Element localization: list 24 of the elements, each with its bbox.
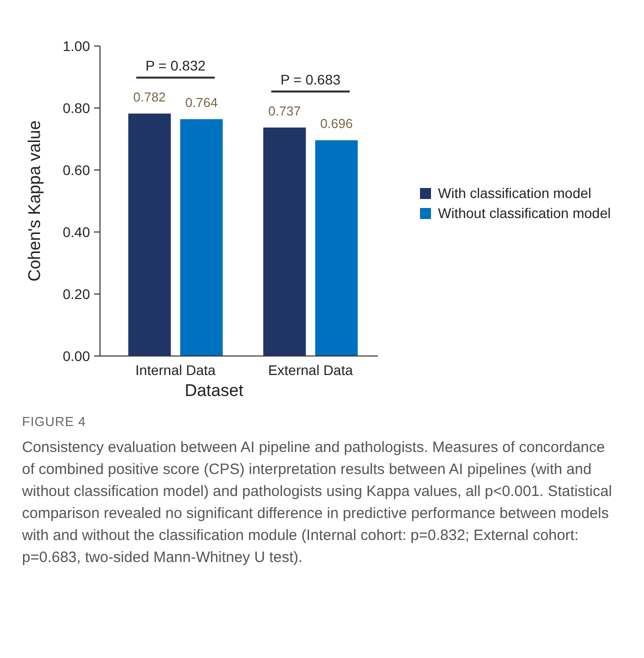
bar	[128, 114, 171, 356]
bar	[315, 140, 358, 356]
data-label: 0.737	[268, 104, 301, 119]
y-tick-label: 0.00	[62, 348, 90, 364]
annotation: P = 0.683	[280, 72, 341, 88]
y-tick-label: 0.60	[62, 162, 90, 178]
text: Consistency evaluation between AI pipeline and pathologists. Measures of concordance of combined positive score (CPS) interpretation results between AI pipelines (with and without classification model) and pathologists using Kappa values, all p<0.001. Statistical comparison revealed no significant difference in predictive performance between models with and without the classification module (Internal cohort: p=0.832; External cohort: p=0.683, two-sided Mann-Whitney U test).	[21, 439, 612, 566]
caption: FIGURE 4	[22, 414, 86, 429]
y-tick-label: 0.20	[62, 286, 90, 302]
x-axis-title: Dataset	[184, 381, 244, 400]
legend-label: Without classification model	[438, 205, 611, 221]
data-label: 0.782	[133, 90, 166, 105]
y-tick-label: 0.40	[62, 224, 90, 240]
legend-label: With classification model	[438, 185, 592, 201]
x-tick-label: Internal Data	[135, 362, 216, 378]
data-label: 0.764	[185, 95, 218, 110]
y-tick-label: 0.80	[62, 100, 90, 116]
data-label: 0.696	[320, 116, 353, 132]
x-tick-label: External Data	[268, 362, 354, 378]
bar	[263, 128, 306, 356]
bar	[180, 119, 223, 356]
y-tick-label: 1.00	[62, 38, 90, 54]
y-axis-title: Cohen's Kappa value	[25, 120, 44, 282]
annotation: P = 0.832	[145, 58, 206, 74]
